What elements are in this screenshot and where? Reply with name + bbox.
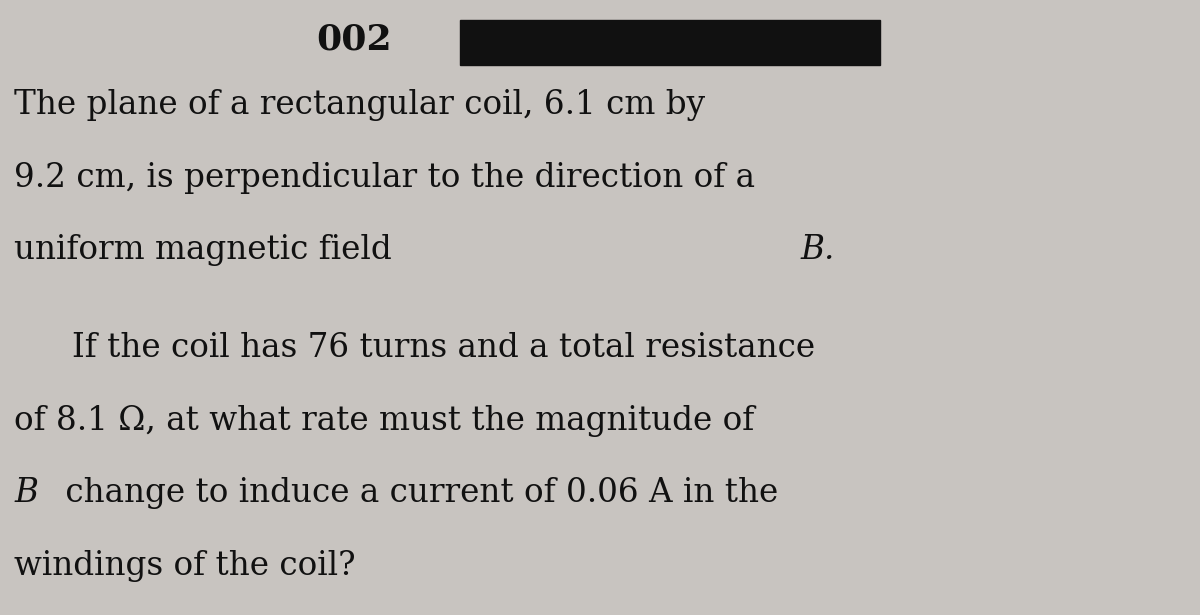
Text: change to induce a current of 0.06 A in the: change to induce a current of 0.06 A in … (55, 477, 779, 509)
Text: The plane of a rectangular coil, 6.1 cm by: The plane of a rectangular coil, 6.1 cm … (14, 89, 706, 121)
Text: of 8.1 Ω, at what rate must the magnitude of: of 8.1 Ω, at what rate must the magnitud… (14, 405, 755, 437)
Text: 002: 002 (316, 23, 392, 57)
Text: B: B (14, 477, 38, 509)
Text: B.: B. (800, 234, 835, 266)
Text: windings of the coil?: windings of the coil? (14, 550, 356, 582)
Text: If the coil has 76 turns and a total resistance: If the coil has 76 turns and a total res… (72, 332, 815, 364)
Text: 9.2 cm, is perpendicular to the direction of a: 9.2 cm, is perpendicular to the directio… (14, 162, 756, 194)
FancyBboxPatch shape (460, 20, 880, 65)
Text: uniform magnetic field: uniform magnetic field (14, 234, 402, 266)
